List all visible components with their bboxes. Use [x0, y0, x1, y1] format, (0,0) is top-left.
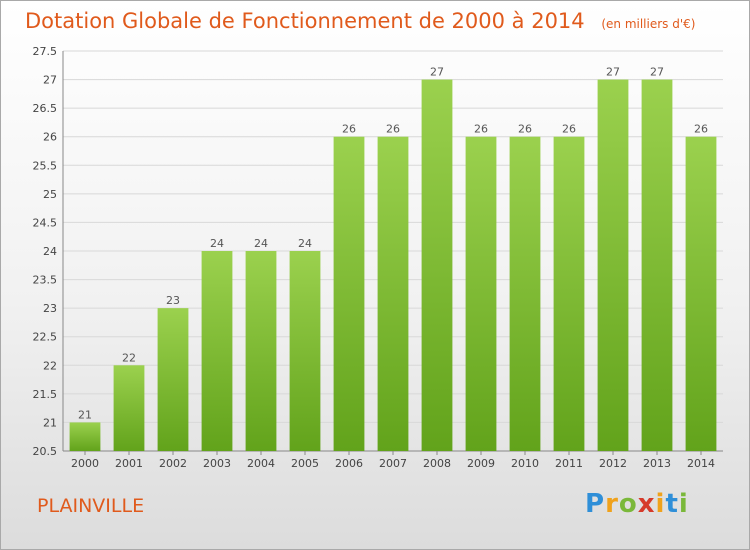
bar-2004 [245, 251, 277, 451]
data-label: 26 [562, 123, 576, 136]
bar-2012 [597, 79, 629, 452]
data-label: 26 [518, 123, 532, 136]
label-layer: 21 22 23 24 24 24 26 26 27 26 26 26 27 27 26 [78, 66, 708, 422]
chart-title-text: Dotation Globale de Fonctionnement de 20… [25, 9, 585, 33]
y-tick-label: 23.5 [33, 274, 58, 287]
y-tick-label: 21 [43, 416, 57, 429]
bar-2009 [465, 136, 497, 451]
y-tick-label: 25.5 [33, 159, 58, 172]
bar-2011 [553, 136, 585, 451]
bar-2003 [201, 251, 233, 451]
data-label: 26 [694, 123, 708, 136]
x-tick-label: 2000 [71, 457, 99, 470]
data-label: 27 [430, 66, 444, 79]
y-tick-label: 22.5 [33, 331, 58, 344]
axis-layer: 20.5 21 21.5 22 22.5 23 23.5 24 24.5 25 25.5 26 26.5… [33, 45, 723, 470]
data-label: 26 [386, 123, 400, 136]
x-tick-label: 2006 [335, 457, 363, 470]
x-tick-label: 2007 [379, 457, 407, 470]
y-tick-label: 27 [43, 74, 57, 87]
bar-2014 [685, 136, 717, 451]
proxiti-logo: Proxiti [585, 489, 689, 519]
y-tick-label: 25 [43, 188, 57, 201]
y-tick-label: 27.5 [33, 45, 58, 58]
x-tick-label: 2001 [115, 457, 143, 470]
x-tick-label: 2010 [511, 457, 539, 470]
bar-2005 [289, 251, 321, 451]
data-label: 26 [342, 123, 356, 136]
y-tick-label: 21.5 [33, 388, 58, 401]
bar-2001 [113, 365, 145, 451]
y-tick-label: 26.5 [33, 102, 58, 115]
y-tick-label: 24 [43, 245, 57, 258]
bar-layer [69, 79, 717, 452]
x-tick-label: 2009 [467, 457, 495, 470]
location-name: PLAINVILLE [37, 495, 145, 517]
data-label: 27 [650, 66, 664, 79]
bar-2007 [377, 136, 409, 451]
bar-2010 [509, 136, 541, 451]
y-tick-label: 22 [43, 359, 57, 372]
data-label: 21 [78, 408, 92, 421]
chart-subtitle: (en milliers d'€) [601, 17, 696, 31]
bar-2006 [333, 136, 365, 451]
x-tick-label: 2003 [203, 457, 231, 470]
chart-title: Dotation Globale de Fonctionnement de 20… [25, 9, 695, 33]
x-tick-label: 2011 [555, 457, 583, 470]
y-tick-label: 26 [43, 131, 57, 144]
data-label: 24 [210, 237, 224, 250]
bar-2008 [421, 79, 453, 452]
data-label: 27 [606, 66, 620, 79]
x-tick-label: 2005 [291, 457, 319, 470]
bar-2013 [641, 79, 673, 452]
data-label: 24 [298, 237, 312, 250]
data-label: 23 [166, 294, 180, 307]
x-tick-label: 2008 [423, 457, 451, 470]
bar-2000 [69, 422, 101, 451]
bar-2002 [157, 308, 189, 451]
x-tick-label: 2013 [643, 457, 671, 470]
data-label: 26 [474, 123, 488, 136]
x-tick-label: 2004 [247, 457, 275, 470]
y-tick-label: 20.5 [33, 445, 58, 458]
x-tick-label: 2002 [159, 457, 187, 470]
y-tick-label: 24.5 [33, 216, 58, 229]
x-tick-label: 2012 [599, 457, 627, 470]
x-tick-label: 2014 [687, 457, 715, 470]
y-tick-label: 23 [43, 302, 57, 315]
data-label: 24 [254, 237, 268, 250]
data-label: 22 [122, 351, 136, 364]
